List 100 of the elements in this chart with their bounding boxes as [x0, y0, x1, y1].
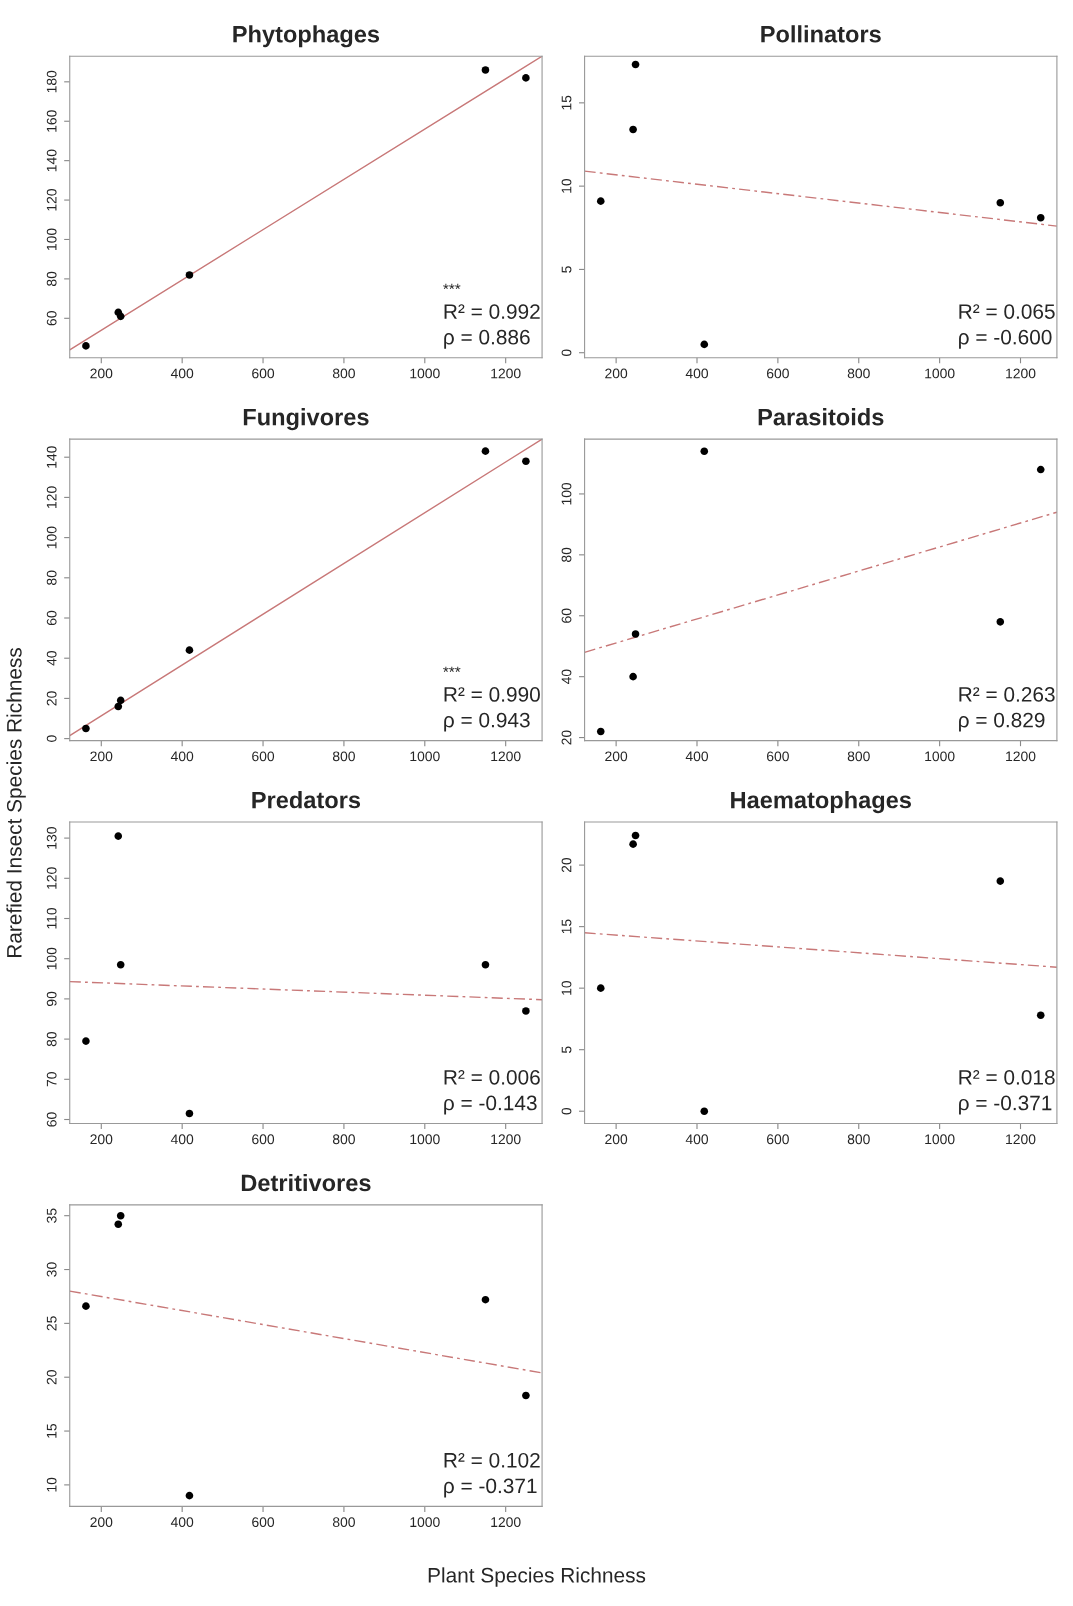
x-tick-label: 800 — [847, 1134, 870, 1145]
annotation: R² = 0.990 — [444, 687, 540, 702]
x-tick-label: 400 — [170, 1134, 194, 1145]
point — [114, 832, 123, 840]
x-tick-label: 1200 — [491, 1517, 521, 1528]
point — [596, 197, 605, 205]
x-tick-label: 1000 — [410, 1517, 440, 1528]
x-tick-label: 800 — [847, 368, 870, 379]
x-tick-label: 200 — [90, 1134, 113, 1145]
y-tick-label: 160 — [46, 110, 57, 132]
point — [631, 831, 640, 840]
y-tick-label: 80 — [46, 271, 57, 287]
point — [116, 312, 125, 321]
x-tick-label: 600 — [252, 368, 275, 379]
point — [481, 447, 490, 455]
point — [1036, 213, 1045, 222]
point — [700, 340, 709, 349]
chart-title: Parasitoids — [758, 408, 884, 426]
x-tick-label: 800 — [847, 751, 870, 762]
annotation: ρ = -0.371 — [444, 1478, 537, 1498]
y-tick-label: 80 — [561, 547, 572, 562]
y-tick-label: 80 — [46, 1031, 57, 1047]
point — [596, 727, 605, 736]
x-tick-label: 400 — [685, 1134, 709, 1145]
y-tick-label: 120 — [46, 867, 57, 889]
y-tick-label: 0 — [561, 349, 572, 357]
point — [481, 1295, 490, 1304]
point — [82, 342, 90, 350]
y-axis-title: Rarefied Insect Species Richness — [6, 648, 26, 958]
point — [700, 447, 709, 456]
point — [996, 618, 1005, 626]
y-tick-label: 15 — [561, 919, 572, 934]
annotation: ρ = -0.371 — [959, 1095, 1052, 1115]
point — [631, 60, 640, 69]
x-tick-label: 1000 — [410, 1134, 440, 1145]
x-tick-label: 1000 — [410, 368, 440, 379]
chart-title: Fungivores — [243, 408, 369, 431]
x-tick-label: 200 — [90, 368, 113, 379]
point — [82, 1037, 90, 1045]
y-tick-label: 10 — [561, 980, 572, 995]
x-tick-label: 200 — [605, 1134, 628, 1145]
y-tick-label: 60 — [561, 608, 572, 623]
x-tick-label: 200 — [90, 1517, 113, 1528]
y-tick-label: 35 — [46, 1208, 57, 1223]
point — [700, 1107, 709, 1116]
point — [996, 877, 1005, 885]
x-tick-label: 1200 — [1006, 368, 1036, 379]
chart-title: Haematophages — [731, 791, 911, 814]
x-tick-label: 1200 — [491, 751, 521, 762]
y-tick-label: 0 — [46, 735, 57, 742]
y-tick-label: 40 — [46, 651, 57, 666]
point — [522, 1391, 530, 1400]
y-tick-label: 20 — [46, 1370, 57, 1385]
chart-title: Predators — [252, 791, 361, 809]
annotation: ρ = -0.143 — [444, 1095, 537, 1115]
y-tick-label: 100 — [46, 526, 57, 549]
annotation: R² = 0.102 — [444, 1452, 540, 1468]
y-tick-label: 15 — [46, 1423, 57, 1438]
point — [481, 960, 490, 969]
y-tick-label: 140 — [46, 446, 57, 468]
annotation: ρ = -0.600 — [959, 329, 1052, 349]
x-axis-title: Plant Species Richness — [428, 1567, 646, 1587]
point — [1036, 1011, 1045, 1020]
x-tick-label: 1000 — [925, 1134, 955, 1145]
annotation: *** — [443, 283, 461, 290]
y-tick-label: 120 — [46, 486, 57, 508]
annotation: ρ = 0.829 — [959, 712, 1045, 732]
annotation: R² = 0.018 — [959, 1069, 1055, 1085]
point — [82, 1302, 90, 1310]
x-tick-label: 200 — [605, 368, 628, 379]
point — [185, 1109, 194, 1118]
point — [116, 1211, 125, 1220]
x-tick-label: 1200 — [1006, 751, 1036, 762]
y-tick-label: 100 — [561, 482, 572, 505]
x-tick-label: 800 — [332, 368, 355, 379]
point — [629, 125, 637, 134]
point — [185, 271, 194, 279]
y-tick-label: 140 — [46, 149, 57, 172]
x-tick-label: 600 — [252, 1134, 275, 1145]
x-tick-label: 400 — [170, 1517, 194, 1528]
point — [114, 702, 123, 711]
point — [114, 1220, 123, 1229]
point — [116, 960, 125, 969]
x-tick-label: 600 — [252, 1517, 275, 1528]
y-tick-label: 10 — [46, 1477, 57, 1492]
point — [522, 1007, 530, 1015]
y-tick-label: 15 — [561, 95, 572, 110]
y-tick-label: 60 — [46, 311, 57, 326]
x-tick-label: 600 — [767, 751, 789, 762]
x-tick-label: 600 — [767, 368, 789, 379]
annotation: ρ = 0.886 — [444, 329, 530, 349]
y-tick-label: 0 — [561, 1107, 572, 1115]
point — [996, 198, 1005, 207]
annotation: R² = 0.065 — [959, 304, 1055, 319]
annotation: ρ = 0.943 — [444, 712, 530, 732]
y-tick-label: 5 — [561, 1046, 572, 1053]
y-tick-label: 180 — [46, 70, 57, 93]
x-tick-label: 400 — [685, 368, 709, 379]
y-tick-label: 130 — [46, 827, 57, 849]
x-tick-label: 1000 — [925, 751, 955, 762]
